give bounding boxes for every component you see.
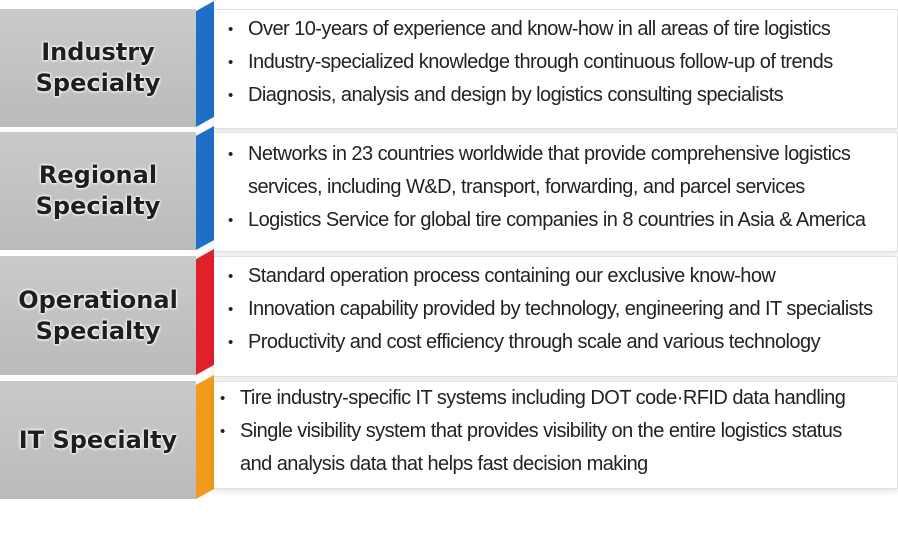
specialty-row-operational: Operational Specialty Standard operation… — [0, 249, 898, 377]
specialty-label: Industry Specialty — [35, 38, 161, 97]
bullet-panel: Over 10-years of experience and know-how… — [214, 9, 898, 129]
bullet-item: Logistics Service for global tire compan… — [226, 204, 893, 237]
label-box: IT Specialty — [0, 381, 196, 499]
label-box: Industry Specialty — [0, 9, 196, 127]
accent-bar-blue — [196, 126, 214, 250]
bullet-item: Innovation capability provided by techno… — [226, 293, 893, 326]
bullet-item: Standard operation process containing ou… — [226, 260, 893, 293]
specialty-row-regional: Regional Specialty Networks in 23 countr… — [0, 126, 898, 252]
accent-bar-red — [196, 249, 214, 375]
bullet-item: Networks in 23 countries worldwide that … — [226, 138, 893, 171]
specialty-row-it: IT Specialty Tire industry-specific IT s… — [0, 375, 898, 499]
bullet-item: Tire industry-specific IT systems includ… — [218, 382, 893, 415]
specialty-label: Operational Specialty — [18, 285, 178, 345]
bullet-panel: Tire industry-specific IT systems includ… — [214, 381, 898, 489]
bullet-item: Diagnosis, analysis and design by logist… — [226, 79, 893, 112]
bullet-list: Networks in 23 countries worldwide that … — [226, 138, 893, 237]
bullet-panel: Networks in 23 countries worldwide that … — [214, 132, 898, 252]
bullet-item: Single visibility system that provides v… — [218, 415, 893, 448]
specialty-label: Regional Specialty — [35, 161, 161, 220]
label-box: Regional Specialty — [0, 132, 196, 250]
bullet-item: Productivity and cost efficiency through… — [226, 326, 893, 359]
specialty-label: IT Specialty — [18, 425, 178, 454]
bullet-item: Industry-specialized knowledge through c… — [226, 46, 893, 79]
label-box: Operational Specialty — [0, 256, 196, 375]
bullet-item-continuation: services, including W&D, transport, forw… — [248, 176, 805, 198]
specialty-row-industry: Industry Specialty Over 10-years of expe… — [0, 1, 898, 129]
bullet-list: Standard operation process containing ou… — [226, 260, 893, 359]
bullet-item-continuation: and analysis data that helps fast decisi… — [240, 453, 648, 475]
bullet-panel: Standard operation process containing ou… — [214, 256, 898, 377]
bullet-item: Over 10-years of experience and know-how… — [226, 13, 893, 46]
bullet-list: Tire industry-specific IT systems includ… — [218, 382, 893, 481]
accent-bar-blue — [196, 1, 214, 127]
accent-bar-orange — [196, 375, 214, 499]
bullet-list: Over 10-years of experience and know-how… — [226, 13, 893, 112]
